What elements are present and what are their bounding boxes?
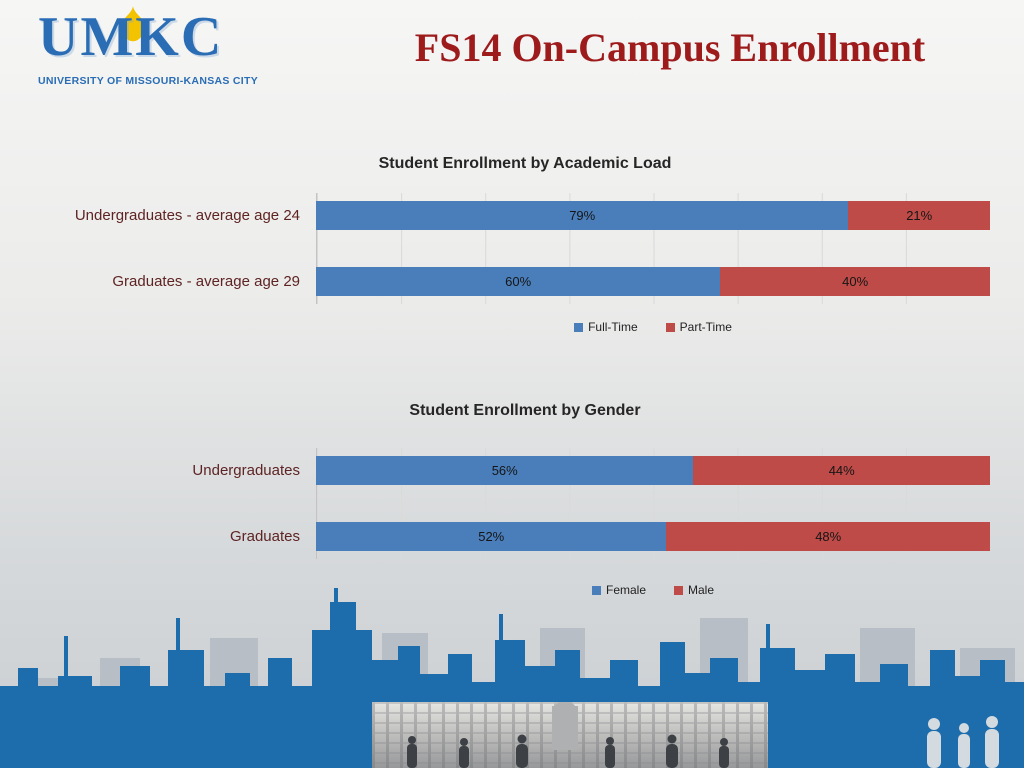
chart-academic-load: Student Enrollment by Academic Load Unde…	[60, 155, 990, 334]
legend-swatch	[674, 585, 683, 595]
chart-row: Undergraduates 56% 44%	[60, 456, 990, 485]
city-skyline-shape	[0, 588, 1024, 768]
bar-segment-female: 56%	[316, 456, 694, 485]
chart-plot: Undergraduates - average age 24 79% 21% Gra…	[60, 193, 990, 304]
logo-wordmark: UMKC	[38, 6, 224, 68]
legend-swatch	[665, 322, 675, 332]
chart-rows: Undergraduates 56% 44% Graduates 52% 48%	[60, 456, 990, 551]
chart-legend: Female Male	[316, 583, 990, 597]
category-label: Graduates - average age 29	[112, 273, 300, 290]
skyline-silhouette	[0, 588, 1024, 768]
chart-title: Student Enrollment by Academic Load	[378, 155, 672, 172]
campus-photo	[372, 702, 768, 768]
campus-tower	[552, 702, 578, 750]
people-silhouettes-right	[927, 716, 999, 768]
value-label: 21%	[906, 208, 933, 223]
value-label: 56%	[491, 463, 518, 478]
logo-subtext: UNIVERSITY OF MISSOURI-KANSAS CITY	[38, 74, 259, 87]
legend-swatch	[574, 322, 584, 332]
category-label: Undergraduates - average age 24	[74, 207, 300, 224]
legend-item: Part-Time	[665, 320, 732, 334]
chart-row: Undergraduates - average age 24 79% 21%	[60, 201, 990, 230]
legend-label: Full-Time	[588, 320, 638, 334]
flame-icon	[121, 6, 145, 42]
bar-segment-female: 52%	[316, 522, 667, 551]
bar-segment-male: 44%	[693, 456, 990, 485]
legend-label: Part-Time	[679, 320, 732, 334]
chart-row: Graduates 52% 48%	[60, 522, 990, 551]
bar-segment-male: 48%	[666, 522, 990, 551]
legend-label: Female	[605, 583, 646, 597]
category-label: Graduates	[229, 528, 300, 545]
chart-legend: Full-Time Part-Time	[316, 320, 990, 334]
chart-row: Graduates - average age 29 60% 40%	[60, 267, 990, 296]
value-label: 60%	[505, 274, 532, 289]
umkc-logo: UMKC UNIVERSITY OF MISSOURI-KANSAS CITY	[38, 6, 288, 87]
person-icon	[407, 734, 729, 768]
legend-label: Male	[688, 583, 715, 597]
chart-title: Student Enrollment by Gender	[409, 402, 641, 419]
bar-track: 52% 48%	[316, 522, 990, 551]
bar-segment-full-time: 79%	[316, 201, 849, 230]
value-label: 48%	[815, 529, 842, 544]
legend-item: Full-Time	[574, 320, 638, 334]
chart-plot: Undergraduates 56% 44% Graduates 52% 48%	[60, 448, 990, 559]
person-icon	[927, 716, 999, 768]
slide-title: FS14 On-Campus Enrollment	[414, 25, 926, 70]
category-label: Undergraduates	[192, 462, 300, 479]
value-label: 79%	[569, 208, 596, 223]
bar-track: 56% 44%	[316, 456, 990, 485]
value-label: 40%	[842, 274, 869, 289]
bar-segment-part-time: 21%	[848, 201, 990, 230]
chart-rows: Undergraduates - average age 24 79% 21% Gra…	[60, 201, 990, 296]
value-label: 52%	[478, 529, 505, 544]
chart-gender: Student Enrollment by Gender Undergradua…	[60, 402, 990, 597]
value-label: 44%	[828, 463, 855, 478]
bar-segment-full-time: 60%	[316, 267, 721, 296]
legend-swatch	[591, 585, 601, 595]
people-silhouettes	[407, 734, 729, 768]
legend-item: Female	[591, 583, 646, 597]
bar-segment-part-time: 40%	[720, 267, 990, 296]
bar-track: 60% 40%	[316, 267, 990, 296]
bar-track: 79% 21%	[316, 201, 990, 230]
legend-item: Male	[674, 583, 714, 597]
